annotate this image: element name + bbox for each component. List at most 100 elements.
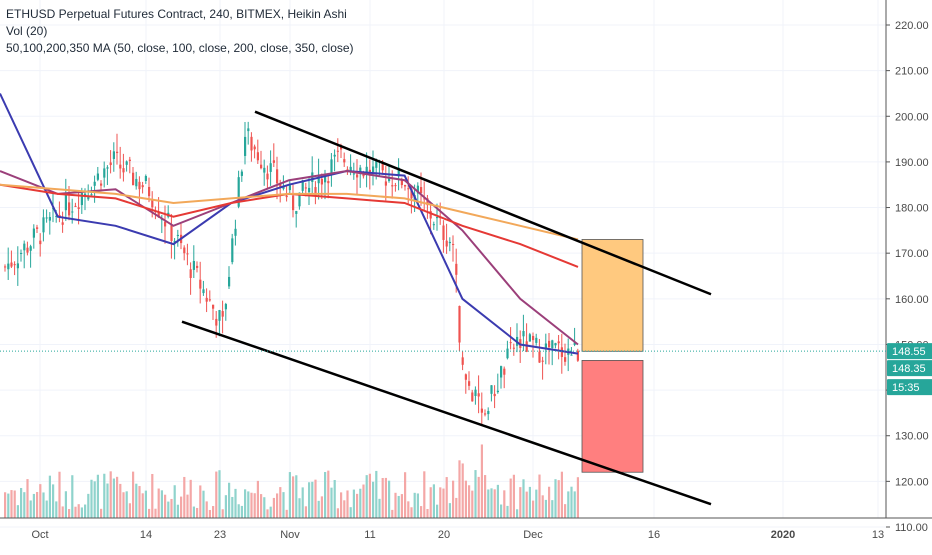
candle-body (263, 167, 266, 173)
volume-bar (378, 498, 381, 518)
volume-bar (26, 479, 29, 518)
candle-body (132, 172, 135, 186)
candle-body (346, 169, 349, 171)
volume-bar (528, 486, 531, 518)
trend-channel[interactable] (181, 110, 712, 506)
candle-body (240, 171, 243, 176)
price-label-2-bg (887, 360, 932, 377)
volume-bar (180, 496, 183, 518)
volume-bar (362, 484, 365, 518)
volume-bar (336, 508, 339, 518)
volume-bar (455, 497, 458, 518)
candle-body (330, 159, 333, 174)
volume-bar (4, 492, 7, 518)
volume-bar (20, 487, 23, 518)
candle-body (432, 224, 435, 226)
candle-body (349, 166, 352, 172)
volume-bar (548, 486, 551, 518)
candle-body (84, 193, 87, 196)
volume-bar (224, 495, 227, 518)
position-zones[interactable] (581, 239, 644, 473)
candle-body (576, 350, 579, 361)
volume-bars (4, 444, 579, 518)
y-tick-label: 130.00 (895, 431, 929, 443)
x-tick-label: Oct (31, 529, 48, 541)
candle-body (285, 195, 288, 198)
volume-bar (448, 503, 451, 518)
candle-body (404, 184, 407, 187)
candle-body (522, 331, 525, 337)
volume-bar (359, 488, 362, 518)
candle-body (77, 207, 80, 209)
ma-line (0, 183, 579, 241)
volume-bar (333, 479, 336, 518)
candle-body (503, 368, 506, 375)
volume-bar (285, 509, 288, 518)
candle-body (471, 392, 474, 402)
y-tick-label: 190.00 (895, 157, 929, 169)
volume-bar (538, 474, 541, 518)
volume-bar (13, 490, 16, 518)
candle-body (525, 341, 528, 352)
volume-bar (93, 481, 96, 518)
volume-bar (576, 477, 579, 518)
volume-bar (368, 473, 371, 518)
volume-bar (343, 500, 346, 518)
volume-bar (215, 471, 218, 518)
candle-body (391, 185, 394, 187)
candle-body (228, 276, 231, 287)
axes: 220.00 210.00 200.00 190.00 180.00 170.00 160.… (0, 0, 932, 541)
volume-bar (484, 475, 487, 518)
volume-bar (71, 475, 74, 518)
volume-bar (317, 500, 320, 518)
volume-bar (138, 486, 141, 518)
volume-bar (144, 490, 147, 518)
candle-body (173, 240, 176, 243)
candle-body (36, 227, 39, 229)
candle-body (372, 166, 375, 173)
candle-body (196, 265, 199, 268)
candle-body (528, 334, 531, 342)
candle-body (144, 176, 147, 181)
y-tick-label: 170.00 (895, 248, 929, 260)
volume-bar (314, 479, 317, 518)
candle-body (442, 225, 445, 240)
candle-body (100, 183, 103, 186)
candle-body (135, 178, 138, 187)
x-tick-label: 20 (438, 529, 450, 541)
volume-bar (36, 491, 39, 518)
volume-bar (199, 485, 202, 518)
candle-body (109, 162, 112, 166)
candle-body (80, 192, 83, 206)
volume-bar (90, 479, 93, 518)
candle-body (55, 215, 58, 217)
y-tick-label: 220.00 (895, 20, 929, 32)
candle-body (10, 262, 13, 267)
volume-bar (471, 490, 474, 518)
volume-bar (52, 484, 55, 518)
volume-bar (269, 506, 272, 518)
candle-body (186, 253, 189, 255)
volume-bar (452, 480, 455, 518)
candle-body (512, 347, 515, 349)
volume-bar (426, 509, 429, 518)
candle-body (138, 181, 141, 190)
candle-body (426, 198, 429, 206)
candle-body (301, 180, 304, 191)
y-tick-label: 110.00 (895, 522, 928, 534)
candle-body (416, 185, 419, 194)
volume-bar (304, 506, 307, 518)
volume-bar (445, 477, 448, 518)
volume-bar (128, 503, 131, 518)
volume-bar (228, 482, 231, 518)
volume-bar (295, 475, 298, 518)
candle-body (42, 217, 45, 233)
volume-bar (221, 509, 224, 518)
candle-body (61, 222, 64, 225)
volume-bar (276, 493, 279, 518)
volume-bar (365, 475, 368, 518)
candle-body (474, 389, 477, 397)
candle-body (212, 304, 215, 309)
